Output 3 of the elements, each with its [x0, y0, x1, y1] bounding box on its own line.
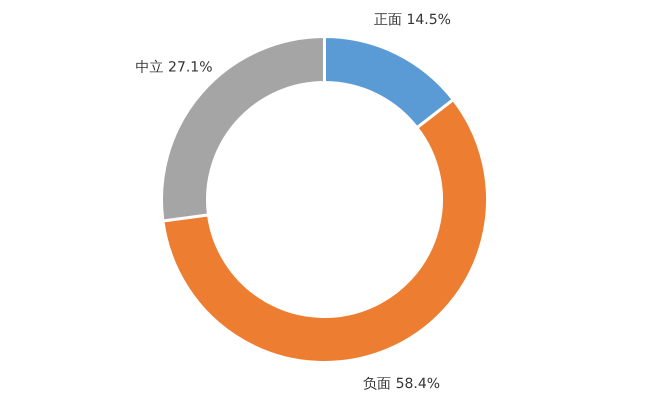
slice-label: 正面 14.5%: [374, 12, 451, 28]
slice-label: 中立 27.1%: [136, 60, 213, 76]
slice-label: 负面 58.4%: [363, 376, 440, 392]
